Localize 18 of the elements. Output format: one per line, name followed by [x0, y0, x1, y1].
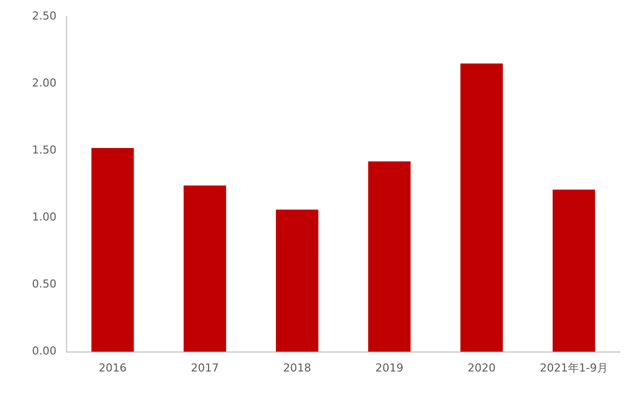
- bar: [276, 210, 318, 352]
- y-tick-label: 2.00: [32, 76, 56, 90]
- y-tick-label: 1.50: [32, 144, 56, 157]
- bar: [91, 148, 134, 352]
- x-tick-label: 2018: [283, 361, 312, 374]
- x-tick-label: 2021年1-9月: [540, 361, 608, 374]
- x-tick-label: 2016: [98, 361, 127, 374]
- bar: [460, 64, 503, 352]
- bar: [184, 186, 226, 352]
- x-tick-label: 2020: [468, 361, 496, 374]
- y-tick-label: 1.00: [32, 210, 56, 224]
- x-tick-label: 2017: [190, 361, 219, 374]
- y-tick-label: 0.00: [32, 344, 56, 358]
- y-tick-label: 0.50: [32, 278, 56, 291]
- bar: [552, 190, 596, 352]
- bar: [368, 161, 411, 352]
- x-tick-label: 2019: [375, 361, 404, 374]
- y-tick-label: 2.50: [32, 9, 56, 22]
